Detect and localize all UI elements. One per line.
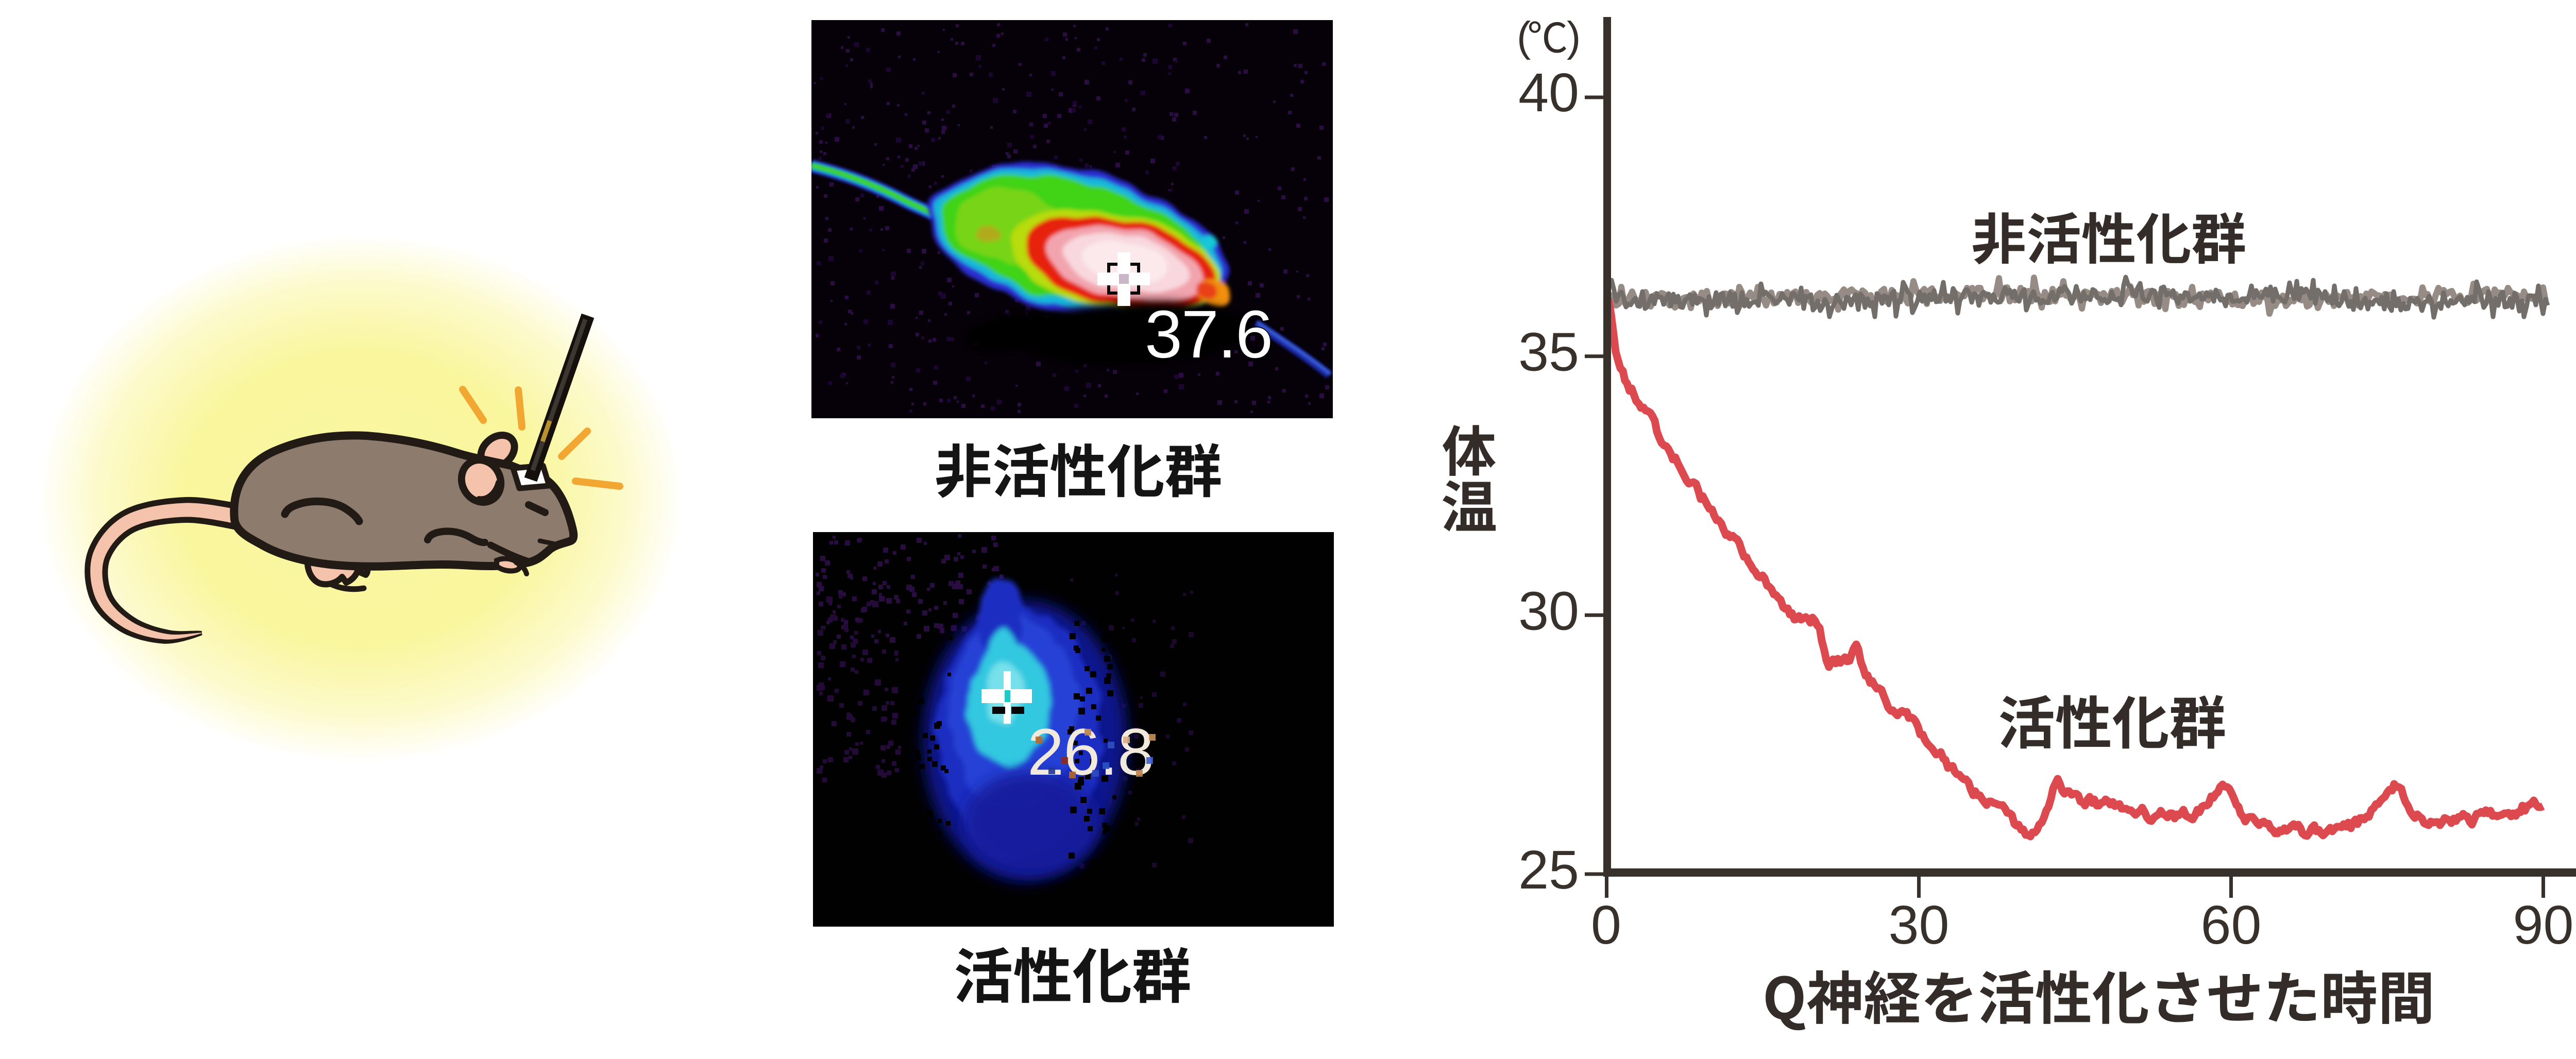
svg-text:90: 90 — [2513, 895, 2574, 955]
svg-text:60: 60 — [2201, 895, 2262, 955]
svg-text:25: 25 — [1518, 840, 1579, 900]
svg-text:26.8: 26.8 — [1027, 715, 1154, 789]
svg-text:37.6: 37.6 — [1145, 296, 1272, 372]
svg-text:): ) — [1567, 13, 1581, 60]
svg-text:0: 0 — [1591, 895, 1621, 955]
svg-text:30: 30 — [1518, 580, 1579, 641]
svg-text:35: 35 — [1518, 322, 1579, 383]
svg-text:(: ( — [1517, 13, 1531, 60]
svg-text:30: 30 — [1889, 895, 1950, 955]
svg-text:40: 40 — [1518, 62, 1579, 123]
